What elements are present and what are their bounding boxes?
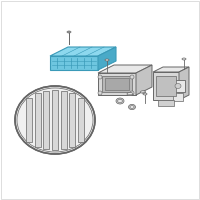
Ellipse shape <box>182 58 186 60</box>
Polygon shape <box>98 73 136 95</box>
Ellipse shape <box>105 59 109 61</box>
Ellipse shape <box>118 99 122 103</box>
Ellipse shape <box>68 31 70 32</box>
Polygon shape <box>61 91 67 149</box>
Polygon shape <box>136 65 152 95</box>
Polygon shape <box>43 91 49 149</box>
Polygon shape <box>102 76 132 92</box>
Ellipse shape <box>15 86 95 154</box>
Polygon shape <box>50 56 98 70</box>
Polygon shape <box>153 72 179 100</box>
Ellipse shape <box>128 104 136 110</box>
Polygon shape <box>153 67 189 72</box>
Ellipse shape <box>130 106 134 108</box>
Polygon shape <box>35 93 41 147</box>
Ellipse shape <box>175 84 181 88</box>
Polygon shape <box>50 47 116 56</box>
Ellipse shape <box>130 75 134 79</box>
Polygon shape <box>98 65 152 73</box>
Polygon shape <box>179 67 189 100</box>
Ellipse shape <box>116 98 124 104</box>
Polygon shape <box>158 100 174 106</box>
Ellipse shape <box>127 92 133 96</box>
Polygon shape <box>26 98 32 142</box>
Ellipse shape <box>98 75 102 79</box>
Polygon shape <box>173 93 183 101</box>
Ellipse shape <box>140 91 146 93</box>
Polygon shape <box>171 80 185 92</box>
Ellipse shape <box>130 91 134 95</box>
Polygon shape <box>105 78 129 90</box>
Ellipse shape <box>98 91 102 95</box>
Ellipse shape <box>143 93 147 95</box>
Polygon shape <box>78 98 84 142</box>
Polygon shape <box>52 90 58 150</box>
Ellipse shape <box>67 31 71 33</box>
Polygon shape <box>98 47 116 70</box>
Polygon shape <box>156 76 176 96</box>
Polygon shape <box>69 93 75 147</box>
Ellipse shape <box>17 88 93 152</box>
